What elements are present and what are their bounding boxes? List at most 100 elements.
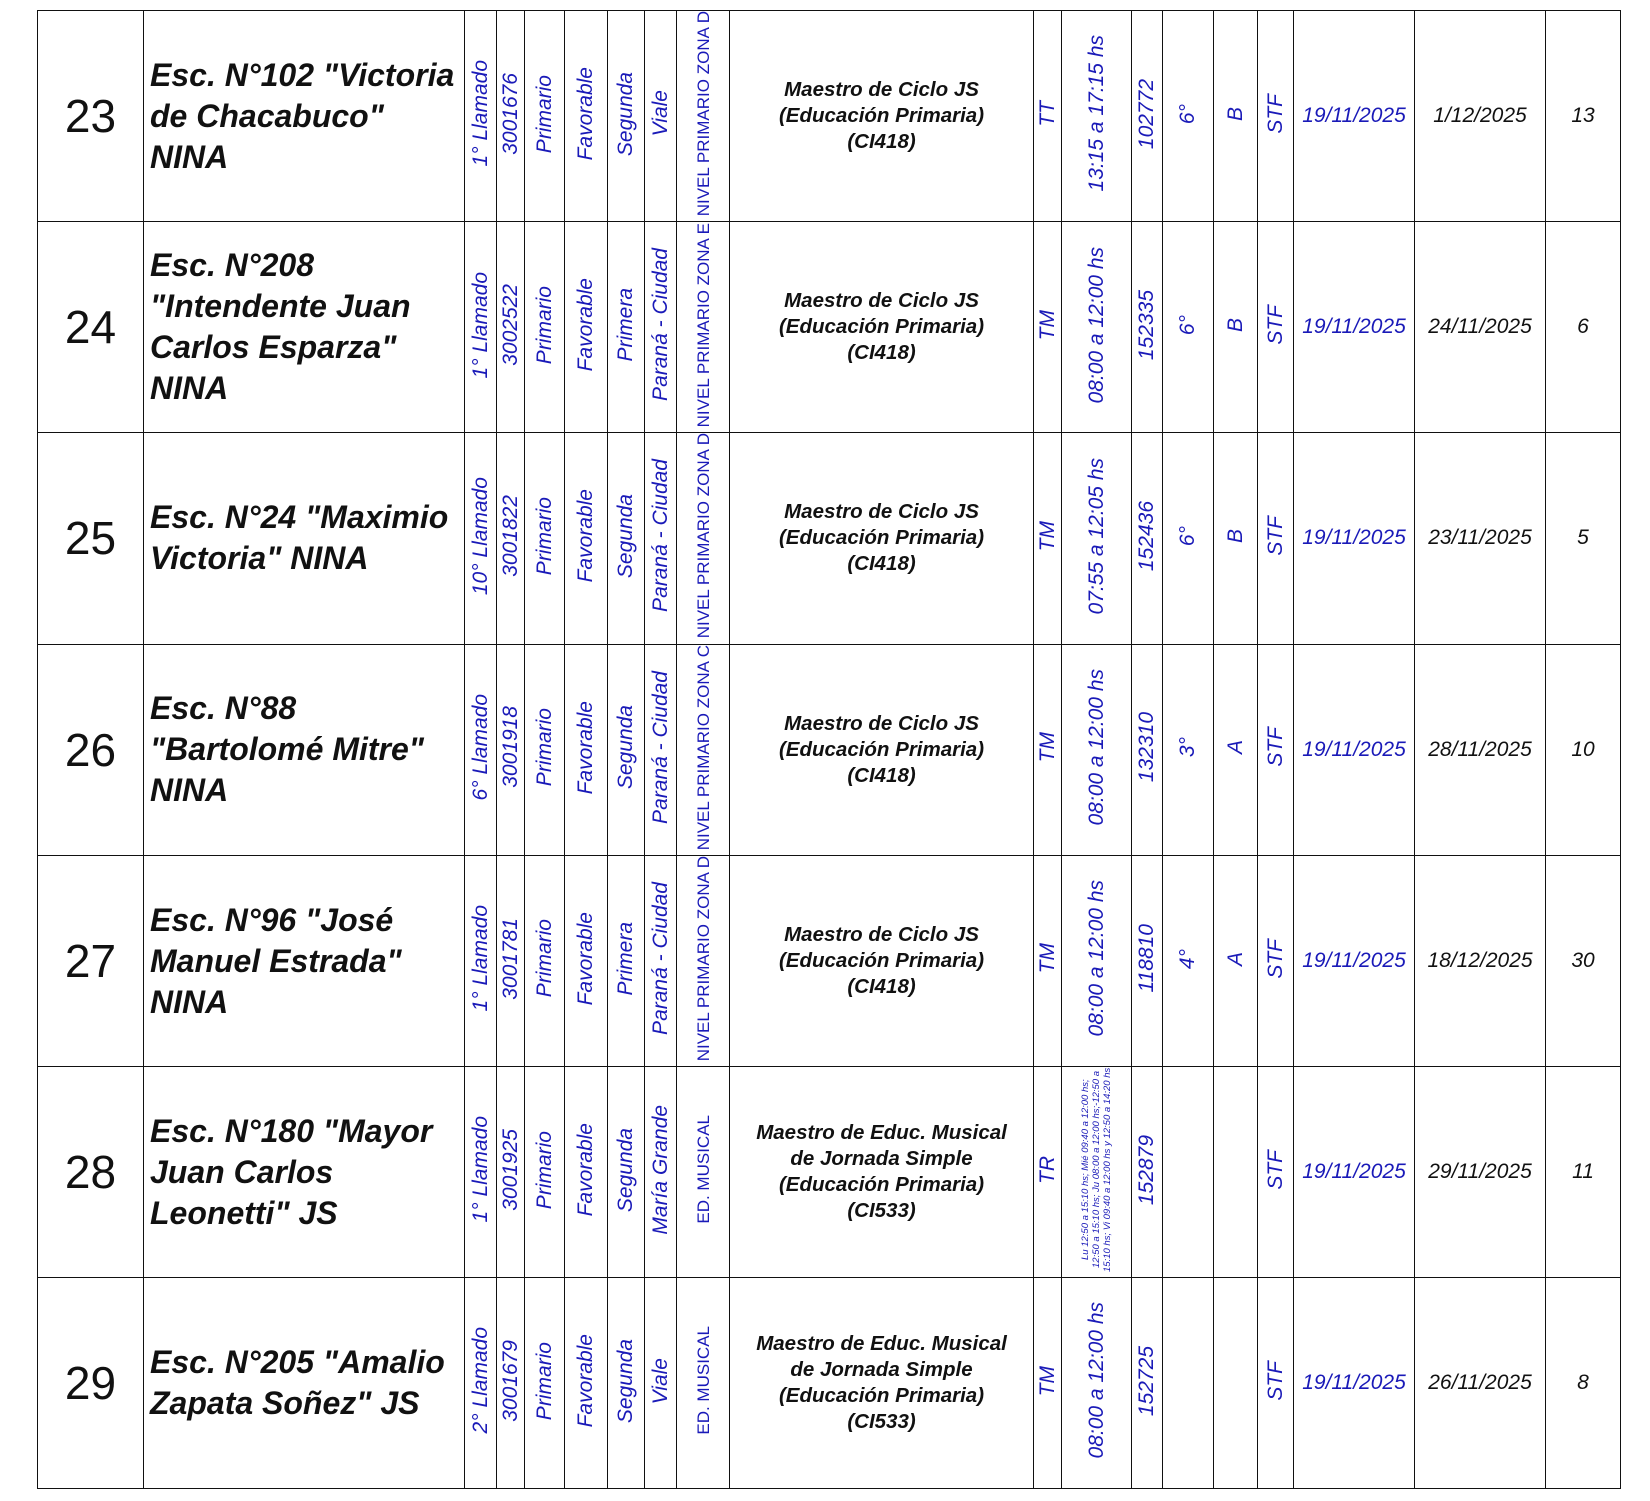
shift: TM <box>1035 943 1059 974</box>
position-name: Maestro de Ciclo JS (Educación Primaria)… <box>778 78 985 154</box>
locality: Viale <box>648 90 672 137</box>
locality: Paraná - Ciudad <box>648 248 672 402</box>
status-cell: STF <box>1257 9 1294 223</box>
direction: ED. MUSICAL <box>693 1115 713 1224</box>
position-code: 118810 <box>1135 924 1158 993</box>
zone-type-cell: Favorable <box>564 9 608 223</box>
locality: Paraná - Ciudad <box>648 882 672 1035</box>
schedule-cell: 08:00 a 12:00 hs <box>1061 854 1132 1068</box>
start-date: 19/11/2025 <box>1302 315 1406 339</box>
status-cell: STF <box>1257 643 1294 856</box>
row-number-cell: 24 <box>37 221 144 434</box>
days-cell: 8 <box>1545 1277 1621 1490</box>
school-name-cell: Esc. N°180 "Mayor Juan Carlos Leonetti" … <box>143 1066 465 1279</box>
row-number: 26 <box>64 723 117 776</box>
level-cell: Primario <box>524 9 565 223</box>
row-number-cell: 25 <box>37 432 144 645</box>
position-cell: Maestro de Educ. Musical de Jornada Simp… <box>729 1277 1034 1490</box>
school-code: 3002522 <box>498 283 522 366</box>
shift: TM <box>1035 732 1059 763</box>
zone-type: Favorable <box>574 66 597 161</box>
direction: NIVEL PRIMARIO ZONA E <box>693 222 713 427</box>
schedule-cell: 07:55 a 12:05 hs <box>1061 432 1132 645</box>
category: Segunda <box>614 705 637 790</box>
schedule-cell: 08:00 a 12:00 hs <box>1061 643 1132 856</box>
position-code-cell: 152436 <box>1131 432 1163 645</box>
end-date-cell: 1/12/2025 <box>1414 9 1546 223</box>
position-code-cell: 132310 <box>1131 643 1163 856</box>
locality: Paraná - Ciudad <box>648 459 672 613</box>
level-cell: Primario <box>524 643 565 856</box>
school-code-cell: 3001676 <box>496 9 525 223</box>
position-cell: Maestro de Ciclo JS (Educación Primaria)… <box>729 854 1034 1068</box>
start-date: 19/11/2025 <box>1302 1160 1406 1184</box>
zone-type-cell: Favorable <box>564 1066 608 1279</box>
school-code: 3001781 <box>498 917 522 1000</box>
direction: NIVEL PRIMARIO ZONA D <box>693 433 713 639</box>
schedule: 08:00 a 12:00 hs <box>1084 246 1108 404</box>
position-cell: Maestro de Ciclo JS (Educación Primaria)… <box>729 221 1034 434</box>
level: Primario <box>532 285 556 364</box>
status-cell: STF <box>1257 221 1294 434</box>
shift: TM <box>1035 309 1059 340</box>
table-row: 23 Esc. N°102 "Victoria de Chacabuco" NIN… <box>37 9 1621 223</box>
end-date-cell: 28/11/2025 <box>1414 643 1546 856</box>
end-date: 1/12/2025 <box>1433 104 1527 128</box>
days: 11 <box>1572 1160 1594 1184</box>
status: STF <box>1263 93 1287 134</box>
grade: 4° <box>1176 948 1199 969</box>
row-number-cell: 27 <box>37 854 144 1068</box>
section-cell: B <box>1213 221 1258 434</box>
call-number: 1° Llamado <box>468 60 492 167</box>
grade-cell: 6° <box>1162 432 1214 645</box>
table-row: 29 Esc. N°205 "Amalio Zapata Soñez" JS 2° … <box>37 1277 1621 1490</box>
end-date: 29/11/2025 <box>1428 1160 1532 1184</box>
locality-cell: Viale <box>644 9 677 223</box>
days-cell: 11 <box>1545 1066 1621 1279</box>
zone-type: Favorable <box>574 1333 597 1428</box>
category: Primera <box>614 288 637 362</box>
grade-cell: 3° <box>1162 643 1214 856</box>
locality: María Grande <box>648 1104 672 1235</box>
status: STF <box>1263 1360 1287 1401</box>
start-date-cell: 19/11/2025 <box>1293 9 1415 223</box>
category: Primera <box>614 921 637 996</box>
school-name-cell: Esc. N°102 "Victoria de Chacabuco" NINA <box>143 9 465 223</box>
school-code-cell: 3001925 <box>496 1066 525 1279</box>
end-date-cell: 26/11/2025 <box>1414 1277 1546 1490</box>
school-code-cell: 3001918 <box>496 643 525 856</box>
status-cell: STF <box>1257 1066 1294 1279</box>
status-cell: STF <box>1257 1277 1294 1490</box>
level: Primario <box>532 919 556 998</box>
days: 5 <box>1577 526 1589 550</box>
shift: TM <box>1035 1365 1059 1396</box>
zone-type: Favorable <box>574 700 597 794</box>
row-number: 28 <box>64 1146 117 1199</box>
section-cell: A <box>1213 854 1258 1068</box>
position-cell: Maestro de Educ. Musical de Jornada Simp… <box>729 1066 1034 1279</box>
zone-type: Favorable <box>574 911 597 1006</box>
start-date: 19/11/2025 <box>1302 104 1406 128</box>
schedule-cell: 13:15 a 17:15 hs <box>1061 9 1132 223</box>
position-cell: Maestro de Ciclo JS (Educación Primaria)… <box>729 643 1034 856</box>
section-cell <box>1213 1066 1258 1279</box>
level-cell: Primario <box>524 432 565 645</box>
start-date: 19/11/2025 <box>1302 1371 1406 1395</box>
locality: Paraná - Ciudad <box>648 670 672 824</box>
category-cell: Segunda <box>607 9 645 223</box>
shift: TR <box>1035 1155 1059 1184</box>
end-date: 18/12/2025 <box>1427 949 1533 973</box>
level: Primario <box>532 1341 556 1420</box>
level: Primario <box>532 74 556 153</box>
locality-cell: María Grande <box>644 1066 677 1279</box>
zone-type-cell: Favorable <box>564 854 608 1068</box>
zone-type: Favorable <box>574 1122 597 1217</box>
status: STF <box>1263 516 1287 556</box>
start-date: 19/11/2025 <box>1302 949 1406 973</box>
start-date-cell: 19/11/2025 <box>1293 1066 1415 1279</box>
status: STF <box>1263 304 1287 345</box>
category-cell: Segunda <box>607 643 645 856</box>
shift-cell: TM <box>1033 854 1062 1068</box>
shift-cell: TM <box>1033 1277 1062 1490</box>
status-cell: STF <box>1257 432 1294 645</box>
